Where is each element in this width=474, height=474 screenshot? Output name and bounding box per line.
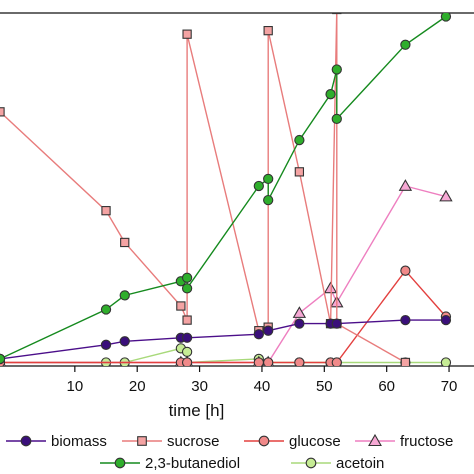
biomass-point bbox=[331, 318, 342, 329]
biomass-point bbox=[294, 318, 305, 329]
fructose-point bbox=[292, 306, 307, 318]
series-biomass bbox=[0, 314, 452, 365]
x-tick-label: 40 bbox=[254, 378, 271, 395]
legend-swatch-marker bbox=[305, 457, 317, 469]
2-3-butanediol-point bbox=[253, 180, 264, 192]
sucrose-line bbox=[0, 13, 406, 364]
legend-swatch-marker bbox=[20, 435, 32, 447]
2-3-butanediol-point bbox=[331, 64, 342, 75]
glucose-point bbox=[263, 357, 274, 366]
series-acetoin bbox=[0, 343, 452, 366]
plot-frame bbox=[0, 12, 474, 367]
series-fructose bbox=[0, 179, 453, 366]
sucrose-point bbox=[182, 315, 192, 325]
series-glucose bbox=[0, 265, 452, 366]
fructose-point bbox=[398, 179, 413, 191]
2-3-butanediol-point bbox=[440, 13, 452, 22]
glucose-point bbox=[294, 357, 305, 366]
sucrose-point bbox=[182, 29, 192, 39]
legend-item-sucrose: sucrose bbox=[122, 433, 220, 450]
sucrose-point bbox=[332, 13, 342, 15]
biomass-point bbox=[181, 332, 193, 343]
biomass-point bbox=[100, 339, 112, 350]
legend-item-acetoin: acetoin bbox=[291, 455, 384, 472]
sucrose-point bbox=[294, 167, 305, 177]
legend-label: biomass bbox=[51, 433, 107, 450]
biomass-point bbox=[440, 314, 452, 326]
biomass-point bbox=[253, 329, 264, 340]
biomass-point bbox=[400, 314, 411, 326]
legend-item-fructose: fructose bbox=[355, 433, 453, 450]
legend-label: fructose bbox=[400, 433, 453, 450]
legend-swatch-marker bbox=[137, 436, 147, 446]
legend-swatch-marker bbox=[258, 435, 270, 447]
x-tick-label: 10 bbox=[66, 378, 83, 395]
legend-item-biomass: biomass bbox=[6, 433, 107, 450]
2-3-butanediol-point bbox=[400, 39, 411, 50]
glucose-point bbox=[253, 357, 264, 366]
biomass-line bbox=[0, 319, 446, 360]
2-3-butanediol-line bbox=[0, 15, 447, 360]
biomass-point bbox=[263, 325, 274, 336]
glucose-line bbox=[0, 269, 447, 364]
2-3-butanediol-point bbox=[181, 272, 193, 283]
legend-label: sucrose bbox=[167, 433, 220, 450]
2-3-butanediol-point bbox=[119, 290, 130, 301]
legend-label: glucose bbox=[289, 433, 341, 450]
glucose-point bbox=[181, 357, 193, 366]
2-3-butanediol-point bbox=[331, 113, 342, 125]
x-tick-label: 50 bbox=[316, 378, 333, 395]
2-3-butanediol-point bbox=[181, 283, 193, 294]
sucrose-point bbox=[101, 206, 111, 216]
x-tick-label: 70 bbox=[441, 378, 458, 395]
x-axis-title: time [h] bbox=[169, 401, 225, 420]
legend-swatch-marker bbox=[114, 457, 126, 469]
glucose-point bbox=[331, 357, 342, 366]
x-tick-label: 30 bbox=[191, 378, 208, 395]
2-3-butanediol-point bbox=[0, 353, 6, 365]
sucrose-point bbox=[176, 301, 186, 311]
legend-swatch-marker bbox=[368, 433, 382, 447]
legend-label: acetoin bbox=[336, 455, 384, 472]
acetoin-point bbox=[440, 357, 452, 366]
2-3-butanediol-point bbox=[263, 173, 274, 185]
acetoin-point bbox=[181, 346, 193, 358]
glucose-point bbox=[400, 265, 411, 276]
fructose-point bbox=[439, 189, 453, 202]
2-3-butanediol-point bbox=[100, 304, 112, 315]
series-layer bbox=[0, 13, 453, 366]
series-2-3-butanediol bbox=[0, 13, 452, 365]
legend: biomass sucrose glucose fructose 2,3-butaned… bbox=[6, 433, 453, 472]
legend-item-glucose: glucose bbox=[244, 433, 341, 450]
x-axis: 10 20 30 40 50 60 70 bbox=[66, 366, 457, 395]
legend-item-2-3-butanediol: 2,3-butanediol bbox=[100, 455, 240, 472]
biomass-point bbox=[119, 336, 130, 347]
x-tick-label: 20 bbox=[129, 378, 146, 395]
sucrose-point bbox=[400, 357, 411, 366]
2-3-butanediol-point bbox=[325, 89, 336, 100]
2-3-butanediol-point bbox=[263, 194, 274, 206]
sucrose-point bbox=[263, 25, 273, 36]
series-sucrose bbox=[0, 13, 411, 366]
legend-label: 2,3-butanediol bbox=[145, 455, 240, 472]
sucrose-point bbox=[120, 237, 130, 248]
2-3-butanediol-point bbox=[294, 134, 305, 146]
sucrose-point bbox=[0, 107, 5, 117]
x-tick-label: 60 bbox=[378, 378, 395, 395]
